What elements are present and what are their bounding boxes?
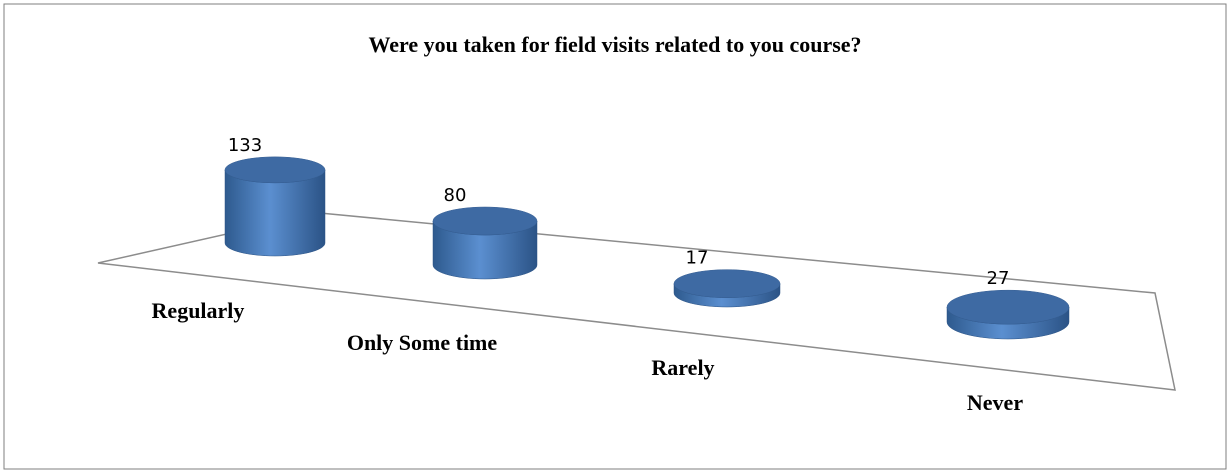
value-label: 80	[444, 185, 467, 206]
chart-title: Were you taken for field visits related …	[368, 32, 861, 57]
category-label: Never	[967, 390, 1023, 415]
chart-border	[3, 3, 1227, 470]
cylinder-top	[224, 156, 326, 184]
category-label: Regularly	[152, 298, 245, 323]
value-label: 17	[686, 248, 709, 269]
value-label: 133	[228, 135, 262, 156]
value-label: 27	[987, 268, 1010, 289]
category-label: Rarely	[651, 355, 714, 380]
cylinder-top	[673, 269, 781, 298]
cylinder-top	[432, 206, 538, 236]
cylinder-top	[946, 289, 1070, 325]
category-label: Only Some time	[347, 330, 498, 355]
